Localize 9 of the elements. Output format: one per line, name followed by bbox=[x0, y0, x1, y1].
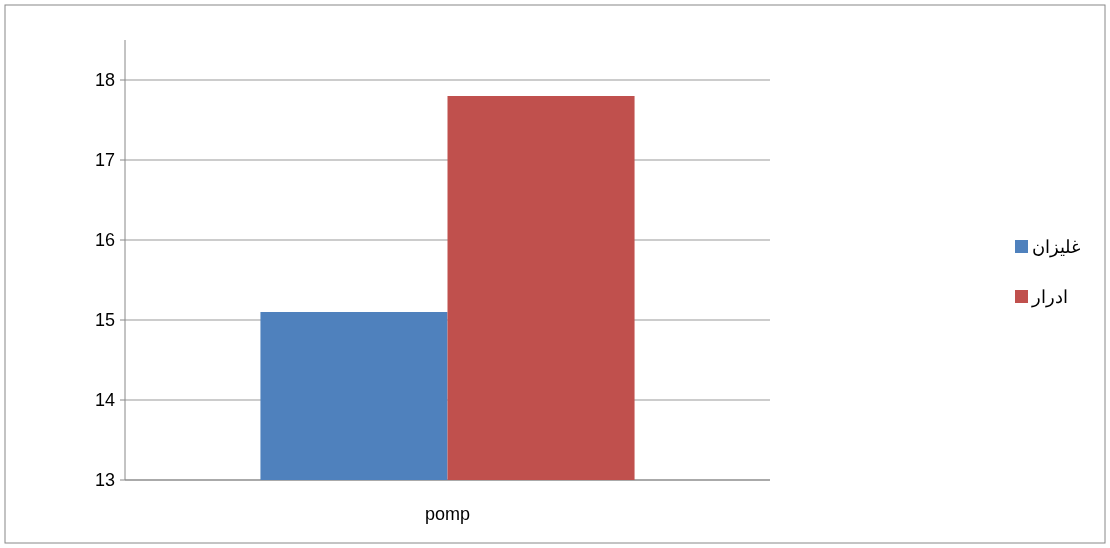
y-tick-label: 17 bbox=[94, 150, 115, 170]
legend-label: غلیزان bbox=[1032, 237, 1080, 258]
y-tick-label: 18 bbox=[94, 70, 115, 90]
y-tick-label: 13 bbox=[94, 470, 115, 490]
y-tick-label: 14 bbox=[94, 390, 115, 410]
legend-label: ادرار bbox=[1031, 287, 1068, 308]
y-tick-label: 15 bbox=[94, 310, 115, 330]
y-tick-label: 16 bbox=[94, 230, 115, 250]
x-tick-label: pomp bbox=[424, 504, 471, 524]
